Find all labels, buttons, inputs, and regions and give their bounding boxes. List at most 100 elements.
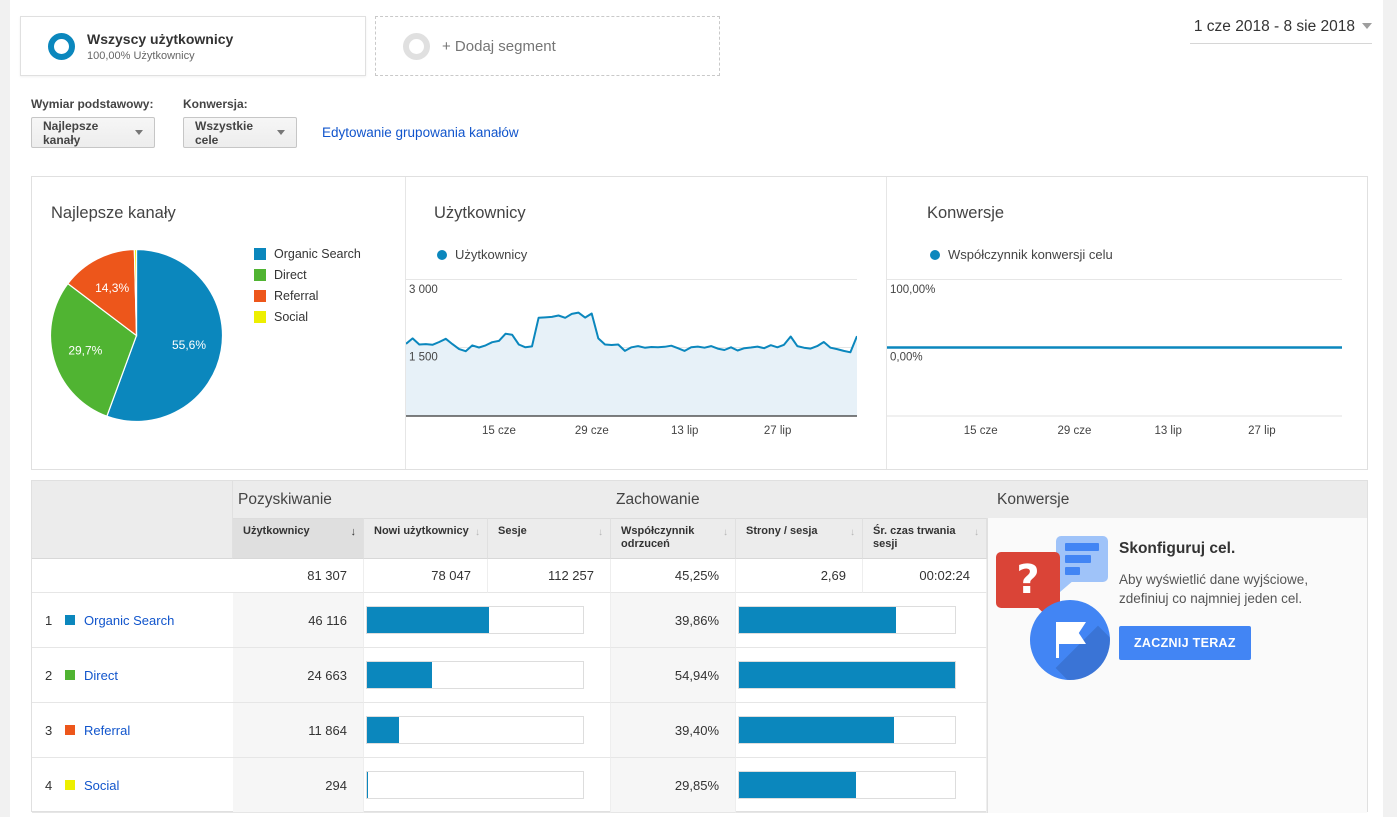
table-row-label: 1 Organic Search <box>32 593 233 648</box>
legend-label: Direct <box>274 268 307 282</box>
users-bar-cell <box>364 593 611 648</box>
list-speech-bubble-icon <box>1056 536 1108 592</box>
primary-dimension-label: Wymiar podstawowy: <box>31 97 154 111</box>
column-header-avg-session-duration[interactable]: Śr. czas trwania sesji ↓ <box>863 518 987 559</box>
edit-channel-grouping-link[interactable]: Edytowanie grupowania kanałów <box>322 125 519 140</box>
users-value-cell: 46 116 <box>233 593 364 648</box>
column-header-bounce-rate[interactable]: Współczynnik odrzuceń ↓ <box>611 518 736 559</box>
segment-donut-icon <box>48 32 75 60</box>
conversion-dropdown[interactable]: Wszystkie cele <box>183 117 297 148</box>
table-row-label: 4 Social <box>32 758 233 813</box>
legend-swatch-icon <box>254 248 266 260</box>
svg-text:15 cze: 15 cze <box>482 425 516 437</box>
channel-link[interactable]: Organic Search <box>84 612 175 628</box>
column-header-new-users[interactable]: Nowi użytkownicy ↓ <box>364 518 488 559</box>
legend-swatch-icon <box>254 290 266 302</box>
users-bar <box>367 662 433 688</box>
users-chart-legend: Użytkownicy <box>437 247 527 262</box>
users-bar-cell <box>364 703 611 758</box>
channel-link[interactable]: Social <box>84 777 120 793</box>
total-bounce-rate: 45,25% <box>611 559 736 593</box>
users-bar-box <box>366 606 584 634</box>
row-rank: 1 <box>45 612 53 628</box>
segment-title: Wszyscy użytkownicy <box>87 31 234 47</box>
users-value-cell: 24 663 <box>233 648 364 703</box>
table-row-label: 3 Referral <box>32 703 233 758</box>
total-sessions: 112 257 <box>488 559 611 593</box>
top-channels-panel: Najlepsze kanały 55,6% 29,7% 14,3% Organic… <box>32 177 405 469</box>
series-label: Użytkownicy <box>455 247 528 262</box>
chevron-down-icon <box>1362 23 1372 29</box>
svg-text:13 lip: 13 lip <box>1154 425 1182 437</box>
add-segment-label: + Dodaj segment <box>442 37 556 55</box>
svg-text:0,00%: 0,00% <box>890 352 923 364</box>
svg-text:55,6%: 55,6% <box>172 338 206 352</box>
legend-label: Social <box>274 310 309 324</box>
primary-dimension-dropdown[interactable]: Najlepsze kanały <box>31 117 155 148</box>
users-bar-cell <box>364 648 611 703</box>
bounce-bar-cell <box>736 593 987 648</box>
channel-color-swatch-icon <box>65 670 75 680</box>
bounce-value-cell: 29,85% <box>611 758 736 813</box>
sort-icon: ↓ <box>974 527 979 538</box>
row-rank: 3 <box>45 722 53 738</box>
group-header-acquisition: Pozyskiwanie <box>233 481 611 518</box>
channel-link[interactable]: Referral <box>84 722 131 738</box>
bounce-bar-box <box>738 771 956 799</box>
totals-row-blank <box>32 559 233 593</box>
users-timeseries-chart[interactable]: 3 000 1 500 15 cze 29 cze 13 lip 27 lip <box>406 279 857 439</box>
group-header-blank <box>32 481 233 518</box>
svg-text:3 000: 3 000 <box>409 284 438 296</box>
users-bar-box <box>366 771 584 799</box>
goal-panel-title: Skonfiguruj cel. <box>1119 540 1236 557</box>
users-chart-title: Użytkownicy <box>434 204 526 222</box>
bounce-value-cell: 54,94% <box>611 648 736 703</box>
goal-flag-icon <box>1030 600 1110 680</box>
sort-desc-icon: ↓ <box>350 526 357 538</box>
users-bar <box>367 717 399 743</box>
channel-color-swatch-icon <box>65 615 75 625</box>
column-header-users[interactable]: Użytkownicy ↓ <box>233 518 364 559</box>
channel-link[interactable]: Direct <box>84 667 118 683</box>
table-row-label: 2 Direct <box>32 648 233 703</box>
svg-text:100,00%: 100,00% <box>890 284 935 296</box>
group-header-conversions: Konwersje <box>987 481 1367 518</box>
total-avg-session-duration: 00:02:24 <box>863 559 987 593</box>
svg-text:29 cze: 29 cze <box>575 425 609 437</box>
bounce-bar <box>739 717 894 743</box>
add-segment-button[interactable]: + Dodaj segment <box>375 16 720 76</box>
svg-text:13 lip: 13 lip <box>671 425 699 437</box>
pie-legend-item: Social <box>254 310 361 324</box>
start-now-button[interactable]: ZACZNIJ TERAZ <box>1119 626 1251 660</box>
total-users: 81 307 <box>233 559 364 593</box>
conversions-chart-legend: Współczynnik konwersji celu <box>930 247 1113 262</box>
segment-subtitle: 100,00% Użytkownicy <box>87 50 195 62</box>
chevron-down-icon <box>135 130 143 135</box>
channels-table-card: Pozyskiwanie Zachowanie Konwersje Użytko… <box>31 480 1368 813</box>
conversions-timeseries-chart[interactable]: 100,00% 0,00% 15 cze 29 cze 13 lip 27 lip <box>887 279 1342 439</box>
bounce-bar-box <box>738 716 956 744</box>
question-speech-bubble-icon: ? <box>996 552 1060 621</box>
users-bar <box>367 607 490 633</box>
bounce-bar <box>739 607 896 633</box>
column-header-sessions[interactable]: Sesje ↓ <box>488 518 611 559</box>
users-bar-box <box>366 661 584 689</box>
users-bar-cell <box>364 758 611 813</box>
bounce-bar <box>739 662 955 688</box>
users-value-cell: 11 864 <box>233 703 364 758</box>
column-header-pages-per-session[interactable]: Strony / sesja ↓ <box>736 518 863 559</box>
date-range-picker[interactable]: 1 cze 2018 - 8 sie 2018 <box>1190 18 1372 44</box>
bounce-bar <box>739 772 857 798</box>
users-chart-panel: Użytkownicy Użytkownicy 3 000 1 500 15 cze… <box>405 177 886 469</box>
right-scrollbar-gutter[interactable] <box>1383 0 1397 817</box>
pie-chart-title: Najlepsze kanały <box>51 204 176 222</box>
primary-dimension-value: Najlepsze kanały <box>43 118 99 147</box>
channels-pie-chart[interactable]: 55,6% 29,7% 14,3% <box>44 243 229 428</box>
pie-legend-item: Direct <box>254 268 361 282</box>
segment-all-users[interactable]: Wszyscy użytkownicy 100,00% Użytkownicy <box>20 16 366 76</box>
row-rank: 4 <box>45 777 53 793</box>
row-rank: 2 <box>45 667 53 683</box>
series-label: Współczynnik konwersji celu <box>948 247 1113 262</box>
svg-text:27 lip: 27 lip <box>764 425 792 437</box>
bounce-value-cell: 39,86% <box>611 593 736 648</box>
